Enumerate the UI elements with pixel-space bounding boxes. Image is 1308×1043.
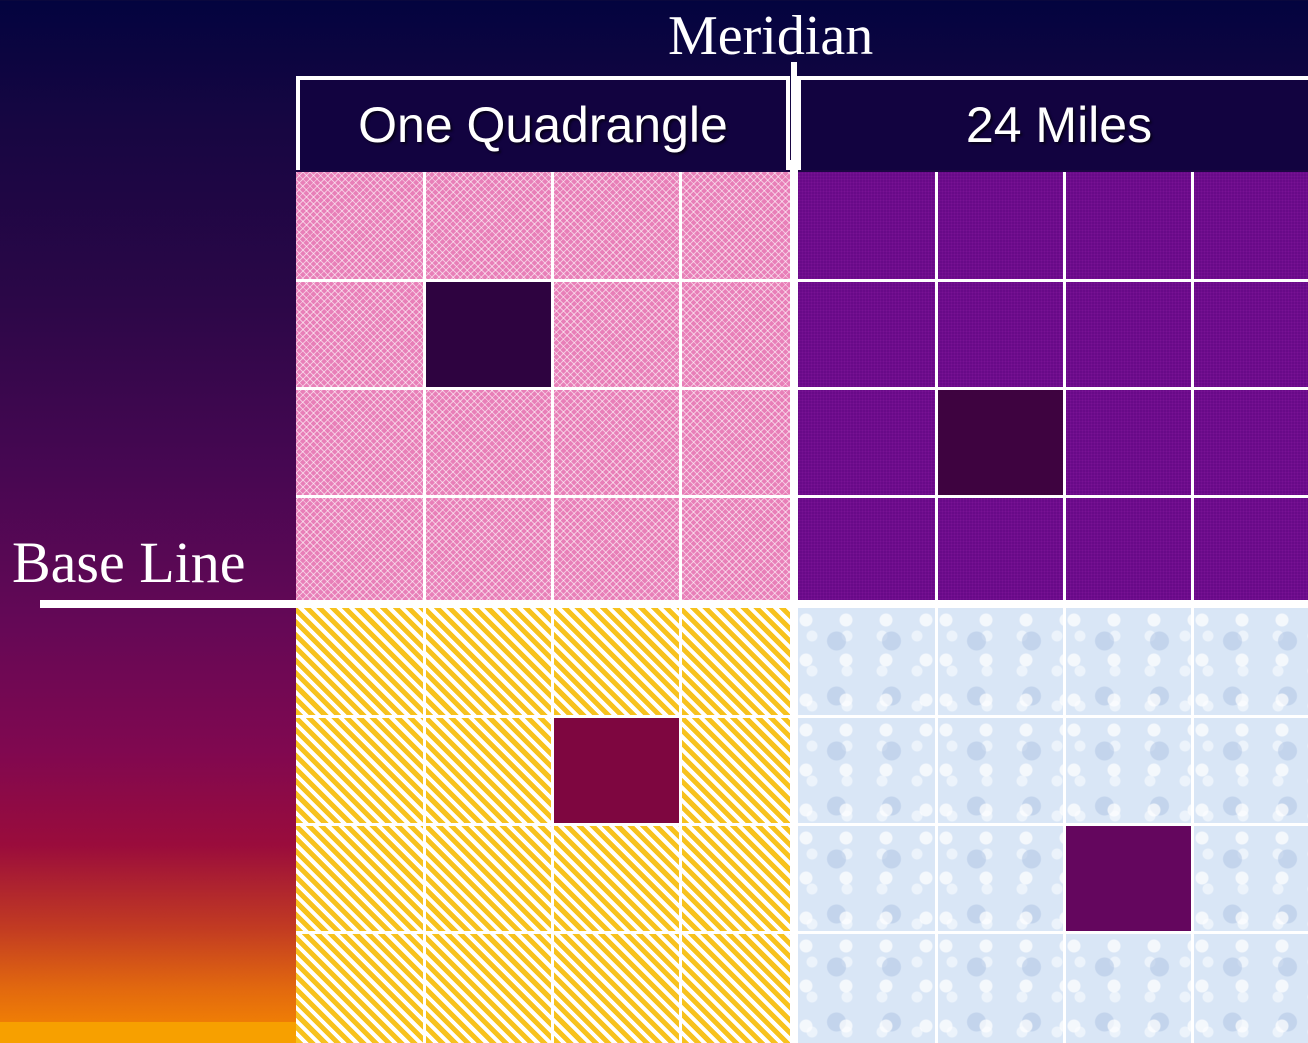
township-cell — [798, 390, 935, 495]
highlighted-township-cell — [1066, 826, 1191, 931]
highlighted-township-cell — [426, 282, 551, 387]
one-quadrangle-header: One Quadrangle — [296, 76, 790, 170]
township-cell — [682, 282, 790, 387]
township-cell — [938, 498, 1063, 600]
township-cell — [554, 172, 679, 279]
township-cell — [1194, 826, 1308, 931]
township-cell — [1194, 282, 1308, 387]
township-cell — [1194, 718, 1308, 823]
township-cell — [1194, 172, 1308, 279]
township-cell — [296, 718, 423, 823]
distance-label: 24 Miles — [965, 97, 1153, 153]
township-cell — [1066, 934, 1191, 1043]
township-cell — [798, 608, 935, 715]
township-cell — [1066, 282, 1191, 387]
township-cell — [1194, 390, 1308, 495]
township-cell — [296, 934, 423, 1043]
township-cell — [296, 826, 423, 931]
township-cell — [798, 282, 935, 387]
township-cell — [554, 826, 679, 931]
township-cell — [554, 934, 679, 1043]
township-cell — [798, 498, 935, 600]
township-cell — [554, 608, 679, 715]
township-cell — [296, 498, 423, 600]
township-cell — [682, 934, 790, 1043]
township-cell — [938, 608, 1063, 715]
township-cell — [938, 934, 1063, 1043]
quadrant-southwest — [296, 608, 790, 1043]
township-cell — [426, 826, 551, 931]
township-cell — [426, 934, 551, 1043]
township-cell — [1194, 608, 1308, 715]
base-line-label: Base Line — [12, 530, 246, 595]
township-cell — [554, 282, 679, 387]
background-band — [0, 1022, 296, 1043]
township-cell — [1194, 498, 1308, 600]
meridian-tick — [791, 62, 797, 172]
township-cell — [682, 390, 790, 495]
township-cell — [296, 282, 423, 387]
township-cell — [296, 608, 423, 715]
base-line — [40, 600, 1308, 608]
township-cell — [798, 934, 935, 1043]
township-cell — [938, 718, 1063, 823]
township-cell — [1066, 172, 1191, 279]
township-cell — [682, 718, 790, 823]
township-cell — [426, 390, 551, 495]
quadrant-northeast — [798, 172, 1308, 600]
distance-header: 24 Miles — [797, 76, 1308, 170]
township-cell — [938, 282, 1063, 387]
township-cell — [426, 608, 551, 715]
township-cell — [554, 498, 679, 600]
township-cell — [938, 172, 1063, 279]
township-cell — [1194, 934, 1308, 1043]
township-cell — [1066, 608, 1191, 715]
township-cell — [682, 172, 790, 279]
township-cell — [682, 826, 790, 931]
township-cell — [296, 172, 423, 279]
one-quadrangle-label: One Quadrangle — [358, 97, 728, 153]
township-cell — [1066, 390, 1191, 495]
township-cell — [426, 172, 551, 279]
highlighted-township-cell — [938, 390, 1063, 495]
township-cell — [426, 718, 551, 823]
quadrant-northwest — [296, 172, 790, 600]
quadrant-southeast — [798, 608, 1308, 1043]
township-cell — [682, 608, 790, 715]
meridian-label: Meridian — [668, 5, 874, 67]
township-cell — [1066, 718, 1191, 823]
highlighted-township-cell — [554, 718, 679, 823]
township-cell — [682, 498, 790, 600]
township-cell — [798, 172, 935, 279]
township-cell — [798, 826, 935, 931]
township-cell — [1066, 498, 1191, 600]
township-cell — [798, 718, 935, 823]
township-cell — [426, 498, 551, 600]
township-cell — [554, 390, 679, 495]
township-cell — [296, 390, 423, 495]
township-cell — [938, 826, 1063, 931]
